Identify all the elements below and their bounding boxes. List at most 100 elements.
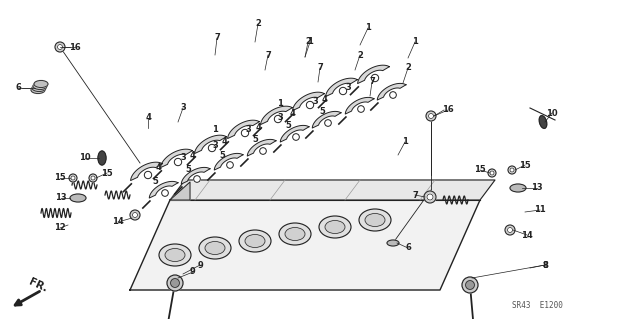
Circle shape: [194, 176, 200, 182]
Polygon shape: [358, 65, 389, 84]
Text: 14: 14: [112, 218, 124, 226]
Ellipse shape: [34, 80, 48, 87]
Circle shape: [71, 176, 75, 180]
Circle shape: [390, 92, 396, 98]
Ellipse shape: [98, 151, 106, 165]
Ellipse shape: [165, 249, 185, 262]
Ellipse shape: [199, 237, 231, 259]
Circle shape: [89, 174, 97, 182]
Polygon shape: [131, 162, 163, 181]
Circle shape: [505, 225, 515, 235]
Text: 5: 5: [285, 122, 291, 130]
Text: 1: 1: [412, 38, 418, 47]
Ellipse shape: [510, 184, 526, 192]
Text: SR43  E1200: SR43 E1200: [512, 300, 563, 309]
Text: 7: 7: [265, 50, 271, 60]
Circle shape: [427, 194, 433, 200]
Text: 3: 3: [212, 140, 218, 150]
Circle shape: [167, 275, 183, 291]
Text: 4: 4: [155, 164, 161, 173]
Text: 15: 15: [519, 160, 531, 169]
Polygon shape: [214, 153, 243, 170]
Text: 7: 7: [214, 33, 220, 42]
Text: 5: 5: [319, 108, 325, 116]
Ellipse shape: [70, 194, 86, 202]
Ellipse shape: [32, 85, 46, 92]
Text: 12: 12: [54, 224, 66, 233]
Text: 1: 1: [365, 24, 371, 33]
Text: 7: 7: [412, 190, 418, 199]
Text: 7: 7: [317, 63, 323, 72]
Text: 3: 3: [345, 84, 351, 93]
Ellipse shape: [387, 240, 399, 246]
Ellipse shape: [325, 220, 345, 234]
Circle shape: [426, 111, 436, 121]
Text: 5: 5: [252, 136, 258, 145]
Polygon shape: [170, 182, 190, 200]
Text: 16: 16: [69, 42, 81, 51]
Text: 3: 3: [277, 113, 283, 122]
Ellipse shape: [31, 86, 45, 93]
Polygon shape: [181, 167, 210, 184]
Text: 4: 4: [189, 151, 195, 160]
Ellipse shape: [205, 241, 225, 255]
Polygon shape: [312, 111, 341, 128]
Circle shape: [424, 191, 436, 203]
Circle shape: [339, 87, 347, 95]
Text: 11: 11: [534, 205, 546, 214]
Text: 9: 9: [190, 268, 196, 277]
Circle shape: [145, 171, 152, 179]
Text: 5: 5: [219, 151, 225, 160]
Text: 3: 3: [180, 103, 186, 113]
Circle shape: [466, 281, 474, 289]
Text: 3: 3: [180, 153, 186, 162]
Circle shape: [91, 176, 95, 180]
Polygon shape: [161, 149, 193, 167]
Text: 7: 7: [369, 78, 375, 86]
Polygon shape: [280, 125, 309, 142]
Text: 15: 15: [101, 168, 113, 177]
Polygon shape: [130, 200, 480, 290]
Polygon shape: [195, 135, 227, 153]
Text: 3: 3: [312, 98, 318, 107]
Circle shape: [58, 44, 63, 49]
Circle shape: [275, 115, 282, 123]
Text: 2: 2: [357, 50, 363, 60]
Circle shape: [307, 101, 314, 109]
Polygon shape: [377, 83, 406, 100]
Text: 4: 4: [145, 114, 151, 122]
Ellipse shape: [239, 230, 271, 252]
Text: 8: 8: [542, 261, 548, 270]
Text: 3: 3: [245, 125, 251, 135]
Text: 13: 13: [531, 183, 543, 192]
Text: 1: 1: [277, 99, 283, 108]
Text: 16: 16: [442, 106, 454, 115]
Circle shape: [324, 120, 332, 126]
Ellipse shape: [33, 83, 47, 90]
Ellipse shape: [285, 227, 305, 241]
Circle shape: [174, 158, 182, 166]
Circle shape: [132, 212, 138, 218]
Circle shape: [488, 169, 496, 177]
Text: 14: 14: [521, 231, 533, 240]
Text: 6: 6: [405, 243, 411, 253]
Text: 6: 6: [15, 84, 21, 93]
Circle shape: [227, 162, 234, 168]
Polygon shape: [247, 139, 276, 156]
Circle shape: [260, 148, 266, 154]
Text: 1: 1: [212, 125, 218, 135]
Text: 1: 1: [402, 137, 408, 146]
Polygon shape: [228, 120, 259, 138]
Polygon shape: [292, 92, 324, 111]
Text: 5: 5: [185, 165, 191, 174]
Circle shape: [130, 210, 140, 220]
Text: 15: 15: [474, 166, 486, 174]
Circle shape: [69, 174, 77, 182]
Polygon shape: [260, 106, 292, 125]
Polygon shape: [326, 78, 357, 97]
Text: 13: 13: [55, 194, 67, 203]
Text: 1: 1: [307, 38, 313, 47]
Text: 15: 15: [54, 174, 66, 182]
Text: 4: 4: [255, 122, 261, 131]
Ellipse shape: [159, 244, 191, 266]
